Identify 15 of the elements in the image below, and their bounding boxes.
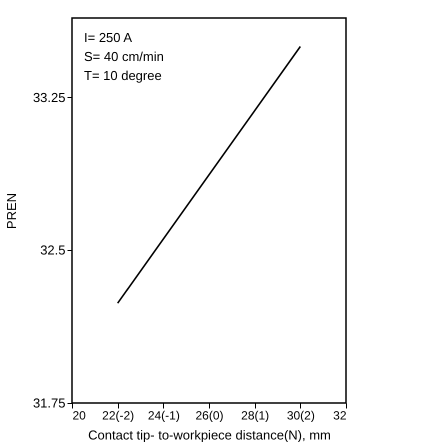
annotation: S= 40 cm/min (84, 49, 164, 64)
y-tick-label: 31.75 (32, 396, 66, 410)
y-tick-label: 33.25 (32, 90, 66, 105)
x-tick-label: 24(-1) (148, 408, 180, 422)
x-tick-label: 28(1) (241, 408, 270, 422)
x-tick-label: 22(-2) (102, 408, 134, 422)
x-tick-label: 32 (333, 408, 347, 422)
y-axis-title: PREN (4, 192, 19, 230)
y-tick-label: 32.5 (40, 242, 66, 258)
annotation: I= 250 A (84, 30, 132, 45)
x-tick-label: 26(0) (195, 408, 224, 422)
x-tick-label: 30(2) (286, 408, 315, 422)
x-axis-title: Contact tip- to-workpiece distance(N), mm (88, 428, 331, 442)
x-tick-label: 20 (72, 408, 86, 422)
annotation: T= 10 degree (84, 68, 162, 83)
